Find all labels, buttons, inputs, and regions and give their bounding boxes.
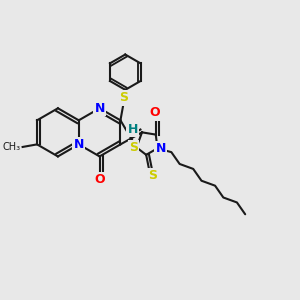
- Text: O: O: [149, 106, 160, 119]
- Text: N: N: [155, 142, 166, 155]
- Text: N: N: [74, 138, 84, 151]
- Text: O: O: [94, 173, 105, 186]
- Text: H: H: [128, 123, 138, 136]
- Text: CH₃: CH₃: [3, 142, 21, 152]
- Text: S: S: [129, 141, 138, 154]
- Text: S: S: [148, 169, 157, 182]
- Text: N: N: [94, 102, 105, 115]
- Text: S: S: [119, 91, 128, 104]
